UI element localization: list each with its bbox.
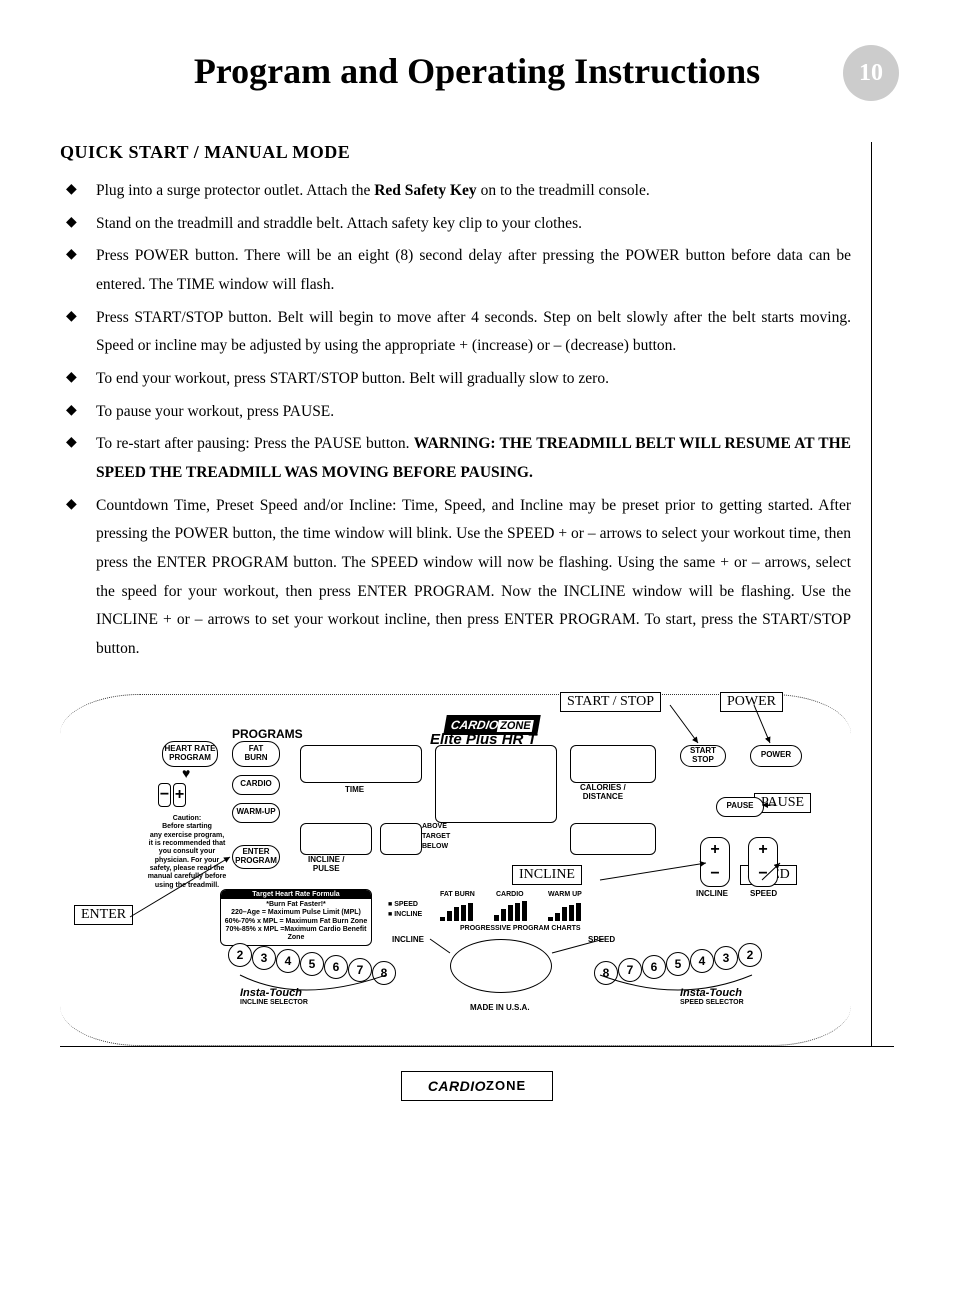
list-item: Press START/STOP button. Belt will begin… [60,304,851,361]
text: To re-start after pausing: Press the PAU… [96,435,414,452]
text: Plug into a surge protector outlet. Atta… [96,182,374,199]
list-item: Press POWER button. There will be an eig… [60,242,851,299]
list-item: Stand on the treadmill and straddle belt… [60,210,851,239]
list-item: Plug into a surge protector outlet. Atta… [60,177,851,206]
callout-enter: ENTER [74,905,133,925]
page-number-badge: 10 [843,45,899,101]
footer-brand-b: ZONE [486,1078,526,1093]
instruction-list: Plug into a surge protector outlet. Atta… [60,177,851,664]
page-title: Program and Operating Instructions [60,50,894,92]
list-item: To pause your workout, press PAUSE. [60,398,851,427]
section-heading: QUICK START / MANUAL MODE [60,142,851,163]
arrows [140,705,880,1025]
list-item: To re-start after pausing: Press the PAU… [60,430,851,487]
footer-brand-a: CARDIO [428,1078,486,1094]
text: on to the treadmill console. [477,182,650,199]
list-item: Countdown Time, Preset Speed and/or Incl… [60,492,851,664]
text-bold: Red Safety Key [374,182,476,199]
console-diagram: START / STOP POWER PAUSE SPEED INCLINE E… [60,694,851,1046]
footer-logo: CARDIOZONE [401,1071,553,1101]
list-item: To end your workout, press START/STOP bu… [60,365,851,394]
